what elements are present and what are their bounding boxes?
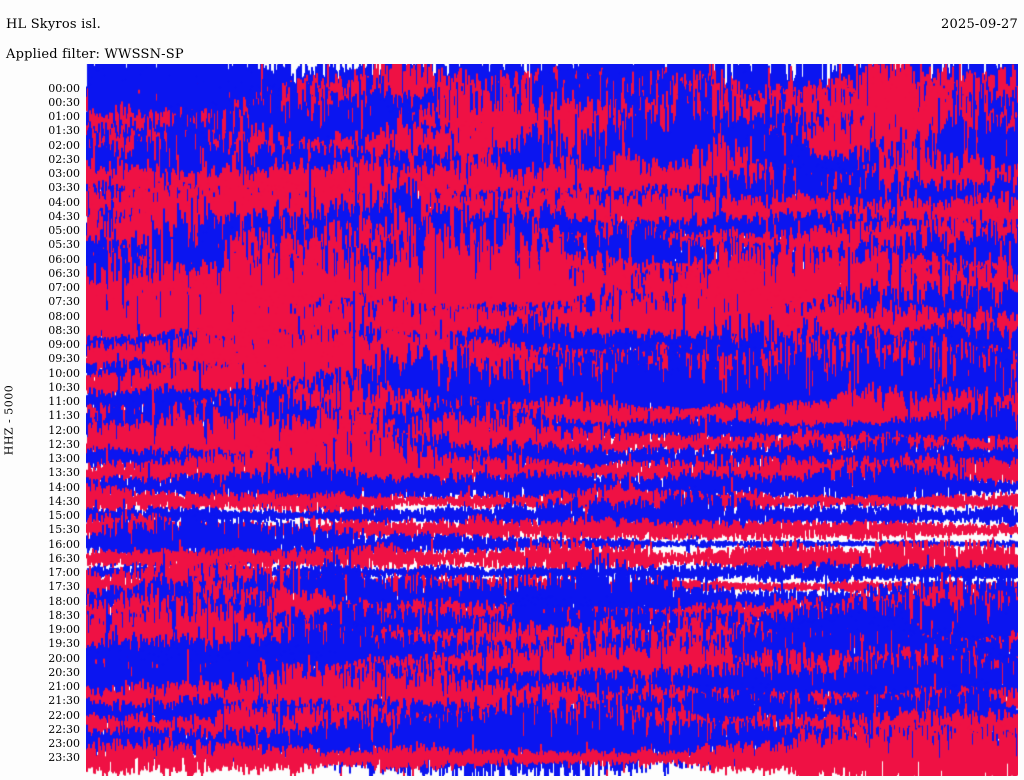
time-label: 01:30	[48, 124, 80, 138]
time-label: 12:30	[48, 437, 80, 451]
time-label: 02:00	[48, 138, 80, 152]
time-label: 00:00	[48, 81, 80, 95]
y-axis-caption: HHZ - 5000	[0, 0, 18, 780]
time-label: 15:30	[48, 523, 80, 537]
time-label: 15:00	[48, 509, 80, 522]
time-label: 00:30	[48, 95, 80, 109]
time-label: 21:30	[48, 694, 80, 708]
time-label: 17:00	[48, 566, 80, 579]
filter-label: Applied filter: WWSSN-SP	[6, 47, 184, 62]
time-label: 11:30	[48, 409, 80, 423]
time-label: 05:00	[48, 224, 80, 237]
time-label: 04:00	[48, 195, 80, 209]
time-label: 20:30	[48, 665, 80, 679]
time-label: 22:30	[48, 722, 80, 736]
time-label: 02:30	[48, 152, 80, 166]
header: HL Skyros isl. 2025-09-27 Applied filter…	[0, 0, 1024, 70]
time-label: 22:00	[48, 708, 80, 722]
time-label: 16:30	[48, 551, 80, 565]
time-axis-labels: 00:00 00:30 01:00 01:30 02:00 02:30 03:00 03:30…	[18, 0, 84, 780]
time-label: 14:30	[48, 494, 80, 508]
time-label: 19:00	[48, 623, 80, 636]
time-label: 07:00	[48, 281, 80, 294]
time-label: 16:00	[48, 537, 80, 551]
time-label: 23:00	[48, 737, 80, 750]
seismogram-plot	[86, 64, 1018, 776]
time-label: 10:30	[48, 380, 80, 394]
time-label: 08:00	[48, 309, 80, 323]
time-label: 13:00	[48, 452, 80, 465]
time-label: 21:00	[48, 680, 80, 693]
time-label: 18:30	[48, 608, 80, 622]
time-label: 09:30	[48, 352, 80, 366]
time-label: 03:30	[48, 181, 80, 195]
time-label: 20:00	[48, 651, 80, 665]
time-label: 09:00	[48, 338, 80, 351]
time-label: 19:30	[48, 637, 80, 651]
time-label: 17:30	[48, 580, 80, 594]
time-label: 01:00	[48, 110, 80, 123]
page-title: HL Skyros isl.	[6, 17, 101, 32]
time-label: 18:00	[48, 594, 80, 608]
time-label: 03:00	[48, 167, 80, 180]
time-label: 23:30	[48, 751, 80, 765]
y-axis-caption-label: HHZ - 5000	[2, 384, 16, 456]
time-label: 06:30	[48, 266, 80, 280]
seismogram-canvas	[86, 64, 1018, 776]
time-label: 06:00	[48, 252, 80, 266]
time-label: 13:30	[48, 466, 80, 480]
date-label: 2025-09-27	[941, 17, 1018, 32]
time-label: 10:00	[48, 366, 80, 380]
time-label: 07:30	[48, 295, 80, 309]
time-label: 04:30	[48, 209, 80, 223]
time-label: 14:00	[48, 480, 80, 494]
time-label: 08:30	[48, 323, 80, 337]
time-label: 11:00	[48, 395, 80, 408]
time-label: 05:30	[48, 238, 80, 252]
time-label: 12:00	[48, 423, 80, 437]
